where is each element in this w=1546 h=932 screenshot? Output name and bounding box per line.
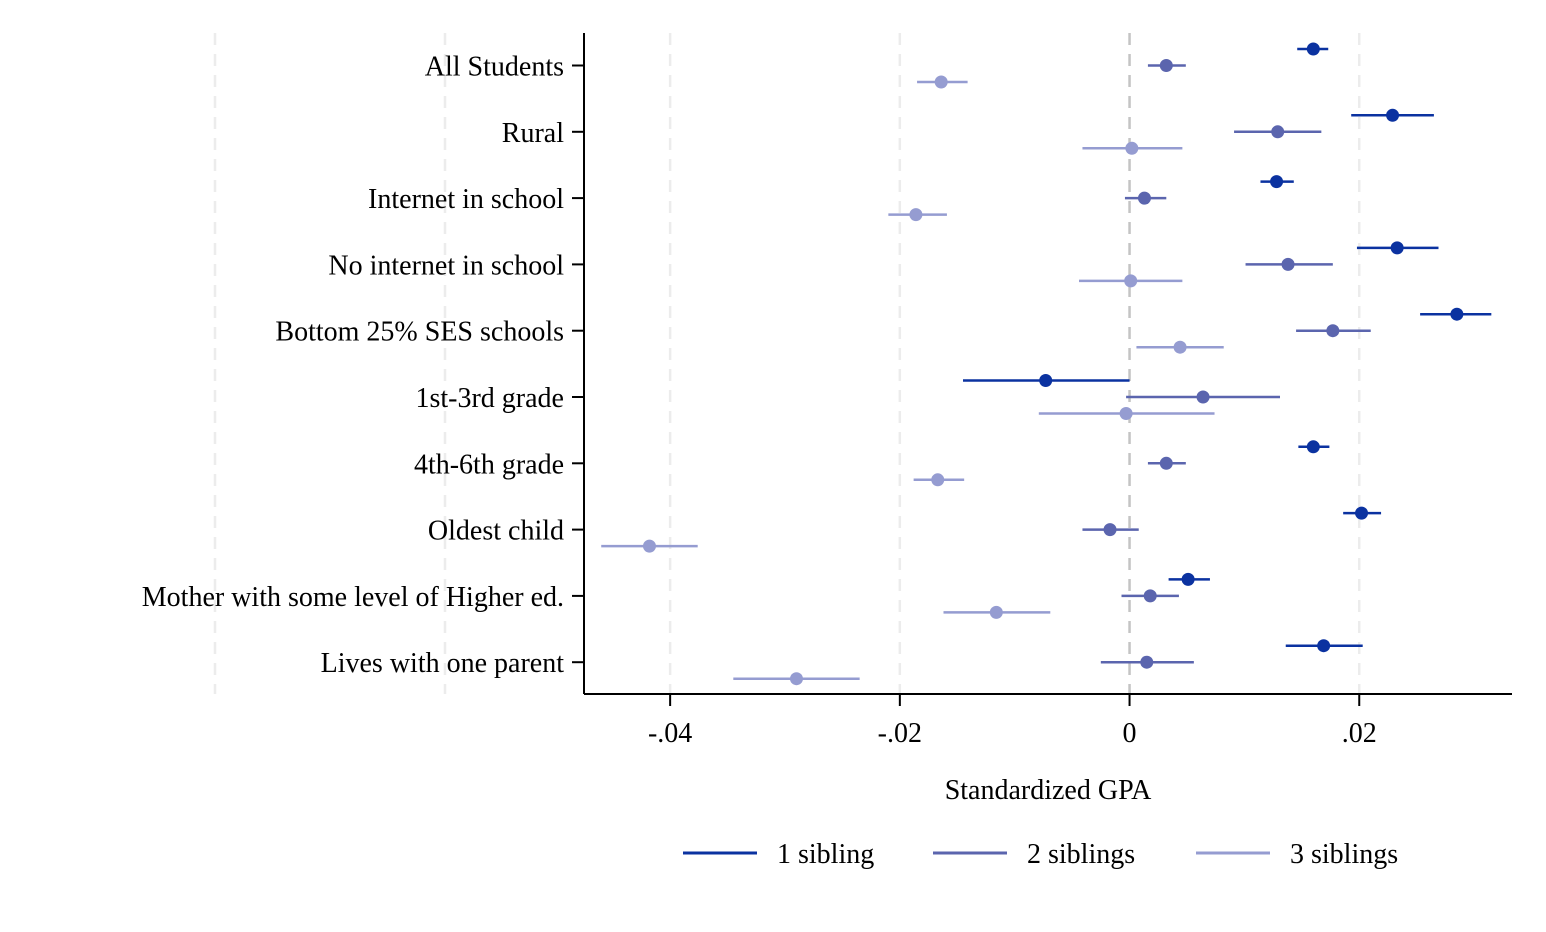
point-estimate — [1270, 175, 1284, 189]
point-estimate — [1124, 274, 1138, 288]
point-estimate — [1317, 639, 1331, 653]
point-estimate — [1159, 456, 1173, 470]
point-estimate — [1039, 374, 1053, 387]
point-estimate — [909, 208, 923, 222]
point-estimate — [1173, 340, 1187, 354]
x-tick-label: -.04 — [648, 718, 692, 749]
grid-lines — [213, 33, 1361, 694]
y-category-label: 4th-6th grade — [414, 449, 564, 480]
point-estimate — [1306, 440, 1320, 454]
point-estimate — [1390, 241, 1404, 255]
y-category-label: Mother with some level of Higher ed. — [142, 582, 564, 613]
y-category-label: Lives with one parent — [321, 648, 565, 679]
point-estimate — [1125, 141, 1139, 155]
point-estimate — [1140, 655, 1154, 669]
point-estimate — [934, 75, 948, 89]
legend-label: 3 siblings — [1290, 839, 1398, 870]
point-estimate — [1271, 125, 1285, 139]
y-category-label: Bottom 25% SES schools — [275, 317, 564, 348]
point-estimate — [1355, 506, 1369, 520]
y-category-label: Oldest child — [428, 516, 564, 547]
point-estimate — [1281, 257, 1295, 271]
x-axis-label: Standardized GPA — [945, 775, 1152, 806]
point-estimate — [1306, 42, 1320, 56]
legend-label: 2 siblings — [1027, 839, 1135, 870]
point-estimate — [1143, 589, 1157, 603]
x-tick-label: .02 — [1342, 718, 1377, 749]
point-estimate — [931, 473, 945, 487]
x-tick-label: -.02 — [878, 718, 922, 749]
point-estimate — [989, 605, 1003, 619]
y-category-label: All Students — [425, 52, 564, 83]
legend: 1 sibling 2 siblings 3 siblings — [683, 839, 1398, 870]
point-estimate — [1326, 324, 1340, 338]
point-estimate — [1450, 307, 1464, 321]
point-estimate — [642, 539, 656, 553]
point-estimate — [789, 672, 803, 686]
point-estimate — [1159, 59, 1173, 72]
y-category-label: Internet in school — [368, 184, 564, 215]
y-category-label: Rural — [502, 118, 564, 149]
legend-label: 1 sibling — [777, 839, 874, 870]
point-estimate — [1103, 523, 1117, 537]
point-estimate — [1119, 407, 1133, 420]
x-tick-label: 0 — [1123, 718, 1137, 749]
point-estimate — [1196, 390, 1210, 404]
y-category-label: No internet in school — [328, 250, 564, 281]
point-estimate — [1181, 572, 1195, 586]
series-marks — [601, 42, 1492, 686]
point-estimate — [1386, 108, 1400, 122]
axes: -.04 -.02 0 .02 All Students Rural Internet in… — [142, 33, 1512, 749]
point-estimate — [1137, 191, 1151, 205]
y-category-label: 1st-3rd grade — [415, 383, 564, 414]
